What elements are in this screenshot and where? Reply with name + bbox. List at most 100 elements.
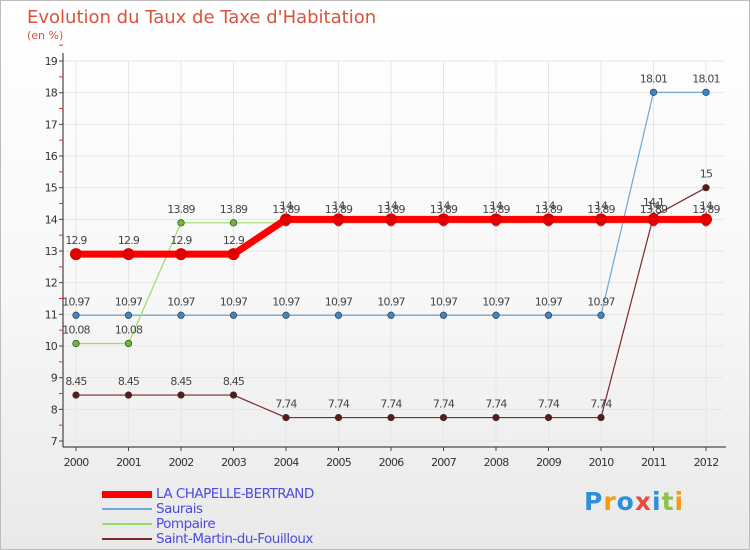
data-label-pompaire: 13.89 [587,203,615,216]
data-point-la-chapelle-bertrand [700,213,712,226]
data-point-saurais [282,311,290,319]
data-label-saint-martin-du-fouilloux: 15 [700,168,713,181]
data-point-saurais [177,311,185,319]
data-label-saurais: 10.97 [430,295,458,308]
data-point-saurais [387,311,395,319]
data-label-pompaire: 13.89 [692,203,720,216]
data-label-pompaire: 10.08 [62,323,90,336]
data-point-la-chapelle-bertrand [70,248,82,261]
logo-letter: i [652,487,662,516]
x-tick-label: 2001 [116,456,141,469]
data-label-la-chapelle-bertrand: 14 [595,199,608,212]
data-point-saurais [439,311,448,319]
data-point-saint-martin-du-fouilloux [492,413,500,422]
data-label-saurais: 10.97 [167,295,195,308]
data-label-saint-martin-du-fouilloux: 7.74 [275,398,297,411]
data-point-saint-martin-du-fouilloux [72,391,80,399]
data-label-saint-martin-du-fouilloux: 8.45 [65,375,87,388]
data-label-pompaire: 13.89 [325,203,353,216]
data-label-la-chapelle-bertrand: 14 [280,199,293,212]
data-label-saurais: 10.97 [220,295,248,308]
data-label-saint-martin-du-fouilloux: 8.45 [170,375,192,388]
data-point-la-chapelle-bertrand [332,213,345,226]
data-label-saurais: 10.97 [325,295,353,308]
y-tick-label: 16 [45,150,58,163]
logo-letter: t [661,487,675,516]
data-point-saint-martin-du-fouilloux [439,413,448,422]
data-label-la-chapelle-bertrand: 14 [385,199,398,212]
data-point-saurais [649,88,658,96]
data-point-pompaire [229,219,238,227]
data-label-saurais: 18.01 [692,72,720,85]
data-label-pompaire: 13.89 [377,203,405,216]
y-tick-label: 15 [45,182,58,195]
legend-swatch [102,490,152,498]
data-point-pompaire [72,339,80,348]
data-label-saurais: 10.97 [482,295,510,308]
data-point-la-chapelle-bertrand [122,248,135,261]
y-tick-label: 13 [45,245,58,258]
proxiti-logo: Proxiti [584,487,684,516]
data-point-saurais [597,311,605,319]
data-label-saurais: 10.97 [587,295,615,308]
data-label-saurais: 10.97 [377,295,405,308]
data-label-pompaire: 13.89 [272,203,300,216]
data-point-pompaire [124,339,133,348]
data-label-saurais: 10.97 [62,295,90,308]
data-label-saint-martin-du-fouilloux: 7.74 [380,398,402,411]
y-tick-label: 17 [45,118,58,131]
data-label-pompaire: 13.89 [220,203,248,216]
data-label-saint-martin-du-fouilloux: 7.74 [485,398,507,411]
data-point-saurais [72,311,80,319]
data-point-pompaire [177,219,185,227]
data-point-la-chapelle-bertrand [437,213,450,226]
data-label-la-chapelle-bertrand: 12.9 [65,234,87,247]
data-label-saurais: 10.97 [535,295,563,308]
data-label-saurais: 10.97 [115,295,143,308]
y-tick-label: 18 [45,87,58,100]
data-point-saint-martin-du-fouilloux [387,413,395,422]
legend-swatch [102,538,152,540]
data-label-la-chapelle-bertrand: 14 [332,199,345,212]
data-label-pompaire: 13.89 [535,203,563,216]
data-point-la-chapelle-bertrand [647,213,660,226]
data-label-pompaire: 13.89 [482,203,510,216]
chart-unit-label: (en %) [27,29,64,42]
data-label-saint-martin-du-fouilloux: 7.74 [328,398,350,411]
x-tick-label: 2003 [221,456,247,469]
logo-letter: r [603,487,617,516]
data-point-saint-martin-du-fouilloux [229,391,238,399]
data-point-la-chapelle-bertrand [595,213,607,226]
logo-letter: P [584,487,604,516]
x-tick-label: 2010 [589,456,615,469]
data-label-saurais: 18.01 [640,72,668,85]
y-tick-label: 19 [45,55,58,68]
data-point-saurais [702,88,710,96]
data-label-pompaire: 13.89 [640,203,668,216]
data-point-la-chapelle-bertrand [175,248,187,261]
legend-label: LA CHAPELLE-BERTRAND [156,486,314,502]
y-tick-label: 10 [45,340,58,353]
data-point-saint-martin-du-fouilloux [177,391,185,399]
legend-swatch [102,523,152,525]
data-label-la-chapelle-bertrand: 12.9 [118,234,140,247]
data-label-la-chapelle-bertrand: 14 [700,199,713,212]
data-label-pompaire: 10.08 [115,323,143,336]
logo-letter: x [634,487,652,516]
x-tick-label: 2011 [641,456,666,469]
data-label-la-chapelle-bertrand: 14 [542,199,555,212]
data-point-la-chapelle-bertrand [227,248,240,261]
data-point-la-chapelle-bertrand [542,213,555,226]
data-point-la-chapelle-bertrand [280,213,292,226]
x-tick-label: 2007 [431,456,457,469]
data-point-saurais [544,311,553,319]
data-point-saurais [334,311,343,319]
y-tick-label: 8 [51,403,58,416]
legend-label: Saint-Martin-du-Fouilloux [156,531,313,547]
data-label-la-chapelle-bertrand: 14 [647,199,660,212]
data-point-la-chapelle-bertrand [385,213,397,226]
data-point-saint-martin-du-fouilloux [282,413,290,422]
data-label-pompaire: 13.89 [430,203,458,216]
data-label-saint-martin-du-fouilloux: 7.74 [538,398,560,411]
